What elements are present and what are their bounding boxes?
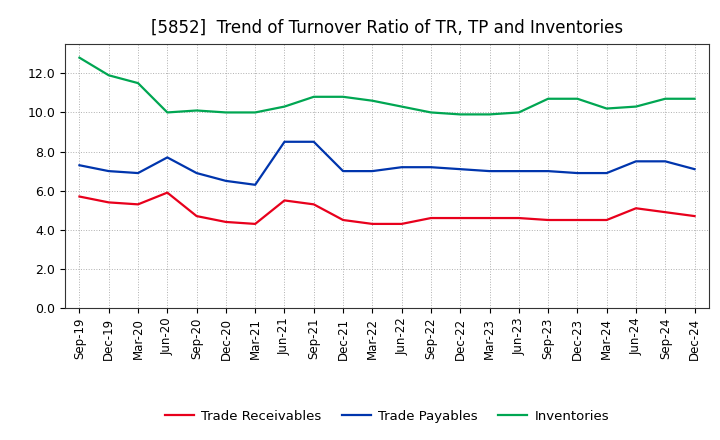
Trade Receivables [456, 216, 464, 221]
Trade Payables [427, 165, 436, 170]
Inventories [75, 55, 84, 60]
Trade Payables [631, 159, 640, 164]
Inventories [338, 94, 347, 99]
Trade Receivables [75, 194, 84, 199]
Trade Receivables [690, 213, 699, 219]
Trade Payables [573, 170, 582, 176]
Inventories [544, 96, 552, 101]
Inventories [251, 110, 259, 115]
Trade Receivables [661, 209, 670, 215]
Trade Receivables [485, 216, 494, 221]
Trade Receivables [631, 205, 640, 211]
Trade Payables [104, 169, 113, 174]
Inventories [631, 104, 640, 109]
Trade Receivables [310, 202, 318, 207]
Inventories [603, 106, 611, 111]
Line: Trade Payables: Trade Payables [79, 142, 695, 185]
Title: [5852]  Trend of Turnover Ratio of TR, TP and Inventories: [5852] Trend of Turnover Ratio of TR, TP… [151, 19, 623, 37]
Trade Receivables [427, 216, 436, 221]
Trade Receivables [134, 202, 143, 207]
Trade Receivables [251, 221, 259, 227]
Trade Payables [368, 169, 377, 174]
Trade Receivables [573, 217, 582, 223]
Trade Payables [397, 165, 406, 170]
Trade Payables [544, 169, 552, 174]
Trade Receivables [397, 221, 406, 227]
Trade Receivables [192, 213, 201, 219]
Trade Payables [310, 139, 318, 144]
Inventories [222, 110, 230, 115]
Trade Receivables [544, 217, 552, 223]
Inventories [163, 110, 171, 115]
Line: Trade Receivables: Trade Receivables [79, 193, 695, 224]
Trade Payables [661, 159, 670, 164]
Trade Receivables [222, 219, 230, 224]
Trade Payables [603, 170, 611, 176]
Legend: Trade Receivables, Trade Payables, Inventories: Trade Receivables, Trade Payables, Inven… [159, 404, 615, 428]
Inventories [192, 108, 201, 113]
Trade Payables [134, 170, 143, 176]
Inventories [427, 110, 436, 115]
Trade Payables [222, 178, 230, 183]
Trade Payables [75, 163, 84, 168]
Trade Payables [251, 182, 259, 187]
Trade Payables [192, 170, 201, 176]
Trade Receivables [338, 217, 347, 223]
Trade Payables [690, 166, 699, 172]
Line: Inventories: Inventories [79, 58, 695, 114]
Inventories [397, 104, 406, 109]
Inventories [104, 73, 113, 78]
Inventories [515, 110, 523, 115]
Inventories [368, 98, 377, 103]
Trade Receivables [515, 216, 523, 221]
Trade Receivables [368, 221, 377, 227]
Trade Payables [485, 169, 494, 174]
Trade Receivables [104, 200, 113, 205]
Trade Receivables [603, 217, 611, 223]
Inventories [690, 96, 699, 101]
Trade Payables [163, 155, 171, 160]
Inventories [134, 81, 143, 86]
Inventories [485, 112, 494, 117]
Trade Payables [338, 169, 347, 174]
Inventories [661, 96, 670, 101]
Inventories [280, 104, 289, 109]
Inventories [456, 112, 464, 117]
Inventories [310, 94, 318, 99]
Trade Payables [280, 139, 289, 144]
Trade Payables [515, 169, 523, 174]
Trade Payables [456, 166, 464, 172]
Inventories [573, 96, 582, 101]
Trade Receivables [163, 190, 171, 195]
Trade Receivables [280, 198, 289, 203]
